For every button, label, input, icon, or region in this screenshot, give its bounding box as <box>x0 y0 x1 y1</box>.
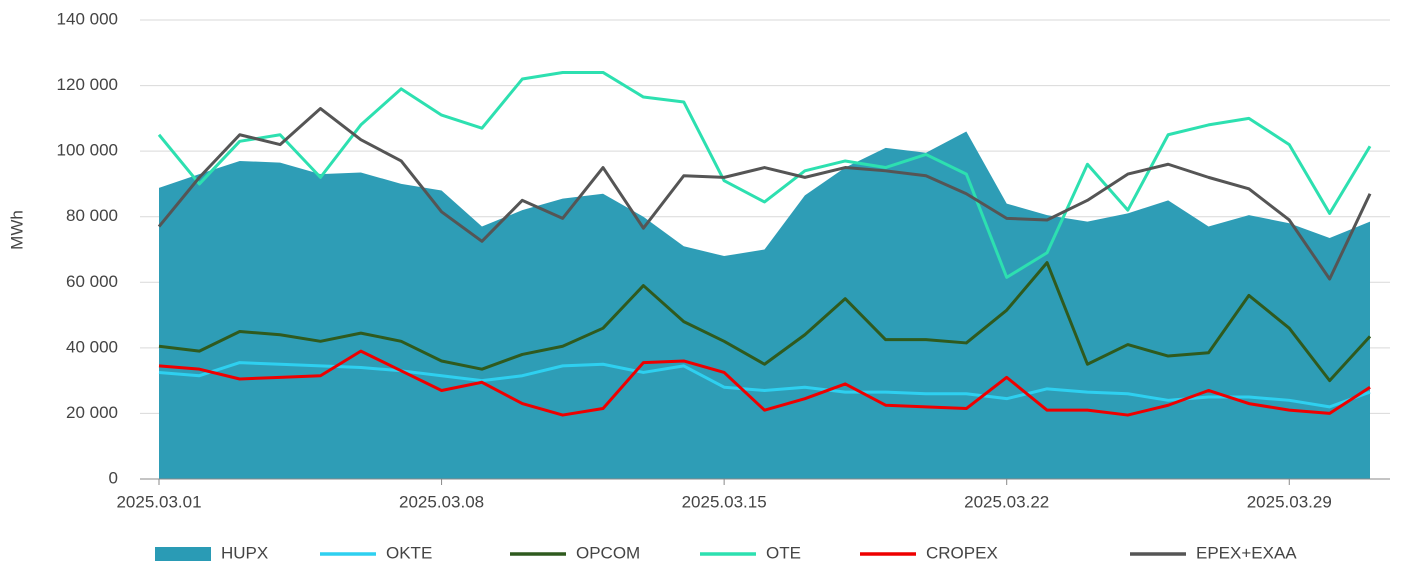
x-tick-label: 2025.03.01 <box>116 492 201 511</box>
line <box>157 107 1372 281</box>
x-tick-label: 2025.03.08 <box>399 492 484 511</box>
line <box>158 349 1371 417</box>
line <box>157 70 1372 279</box>
line <box>158 361 1371 409</box>
x-tick-label: 2025.03.15 <box>682 492 767 511</box>
legend-label: EPEX+EXAA <box>1196 543 1297 562</box>
legend-label: HUPX <box>221 543 268 562</box>
x-tick-label: 2025.03.22 <box>964 492 1049 511</box>
legend-label: OKTE <box>386 543 432 562</box>
legend-label: OPCOM <box>576 543 640 562</box>
area <box>159 131 1370 479</box>
y-tick-label: 20 000 <box>66 403 118 422</box>
y-tick-label: 140 000 <box>57 9 118 28</box>
y-tick-label: 60 000 <box>66 272 118 291</box>
legend-swatch <box>155 547 211 561</box>
line <box>158 261 1372 383</box>
legend-label: CROPEX <box>926 543 998 562</box>
y-tick-label: 100 000 <box>57 141 118 160</box>
y-tick-label: 0 <box>109 468 118 487</box>
legend-label: OTE <box>766 543 801 562</box>
y-tick-label: 120 000 <box>57 75 118 94</box>
y-axis-label: MWh <box>7 210 26 250</box>
y-tick-label: 80 000 <box>66 206 118 225</box>
y-tick-label: 40 000 <box>66 337 118 356</box>
x-tick-label: 2025.03.29 <box>1247 492 1332 511</box>
